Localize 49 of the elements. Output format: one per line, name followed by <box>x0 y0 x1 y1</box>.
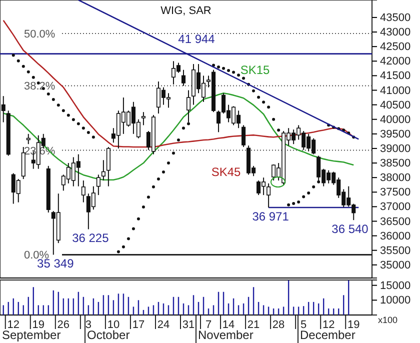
y-tick-label: 36500 <box>380 216 411 228</box>
x-tick-label: 5 <box>300 318 307 331</box>
annotation: 36 971 <box>252 210 290 224</box>
x-tick-label: 24 <box>157 318 170 331</box>
y-tick-label: 37000 <box>380 201 411 214</box>
x-tick-label: 7 <box>205 318 212 331</box>
y-tick-label: 39500 <box>380 128 411 140</box>
y-tick-label: 36000 <box>380 230 411 242</box>
y-tick-label: 43500 <box>380 12 411 24</box>
annotation: 36 225 <box>72 231 110 246</box>
x-tick-label: 10 <box>107 318 120 331</box>
annotation: 38.2% <box>24 80 56 93</box>
text: November <box>198 328 254 342</box>
y-tick-label: 40500 <box>380 99 411 112</box>
x-tick-label: 21 <box>247 318 260 331</box>
y-tick-label: 41500 <box>380 70 411 82</box>
text: October <box>87 328 130 342</box>
series-label: SK15 <box>240 63 270 77</box>
y-axis-title: x100 <box>378 315 398 325</box>
x-tick-label: 3 <box>85 318 92 331</box>
y-tick-label: 15000 <box>380 280 411 292</box>
annotation: 36 540 <box>332 222 369 236</box>
text: SK45 <box>211 165 241 179</box>
x-tick-label: 31 <box>182 318 195 331</box>
annotation: 50.0% <box>24 28 56 40</box>
y-tick-label: 43000 <box>380 26 411 39</box>
y-tick-label: 38000 <box>380 172 411 184</box>
y-tick-label: 10000 <box>380 294 411 307</box>
x-tick-label: 12 <box>322 318 335 331</box>
x-tick-label: 19 <box>347 318 360 331</box>
y-tick-label: 37500 <box>380 186 411 199</box>
text: December <box>300 328 356 342</box>
y-tick-label: 42500 <box>380 41 411 54</box>
text: WIG, SAR <box>160 5 212 17</box>
x-tick-label: 28 <box>272 318 285 331</box>
text: September <box>2 328 61 342</box>
y-tick-label: 41000 <box>380 84 411 97</box>
y-tick-label: 39000 <box>380 142 411 155</box>
annotation: 41 944 <box>178 32 216 46</box>
x-tick-label: 17 <box>132 318 145 331</box>
x-tick-label: 19 <box>32 318 45 331</box>
y-tick-label: 40000 <box>380 114 411 126</box>
x-tick-label: 14 <box>222 318 235 331</box>
y-tick-label: 38500 <box>380 158 411 170</box>
y-tick-label: 35500 <box>380 244 411 257</box>
y-tick-label: 42000 <box>380 56 411 68</box>
x-tick-label: 12 <box>7 318 20 331</box>
y-tick-label: 35000 <box>380 259 411 272</box>
x-tick-label: 26 <box>57 318 70 331</box>
